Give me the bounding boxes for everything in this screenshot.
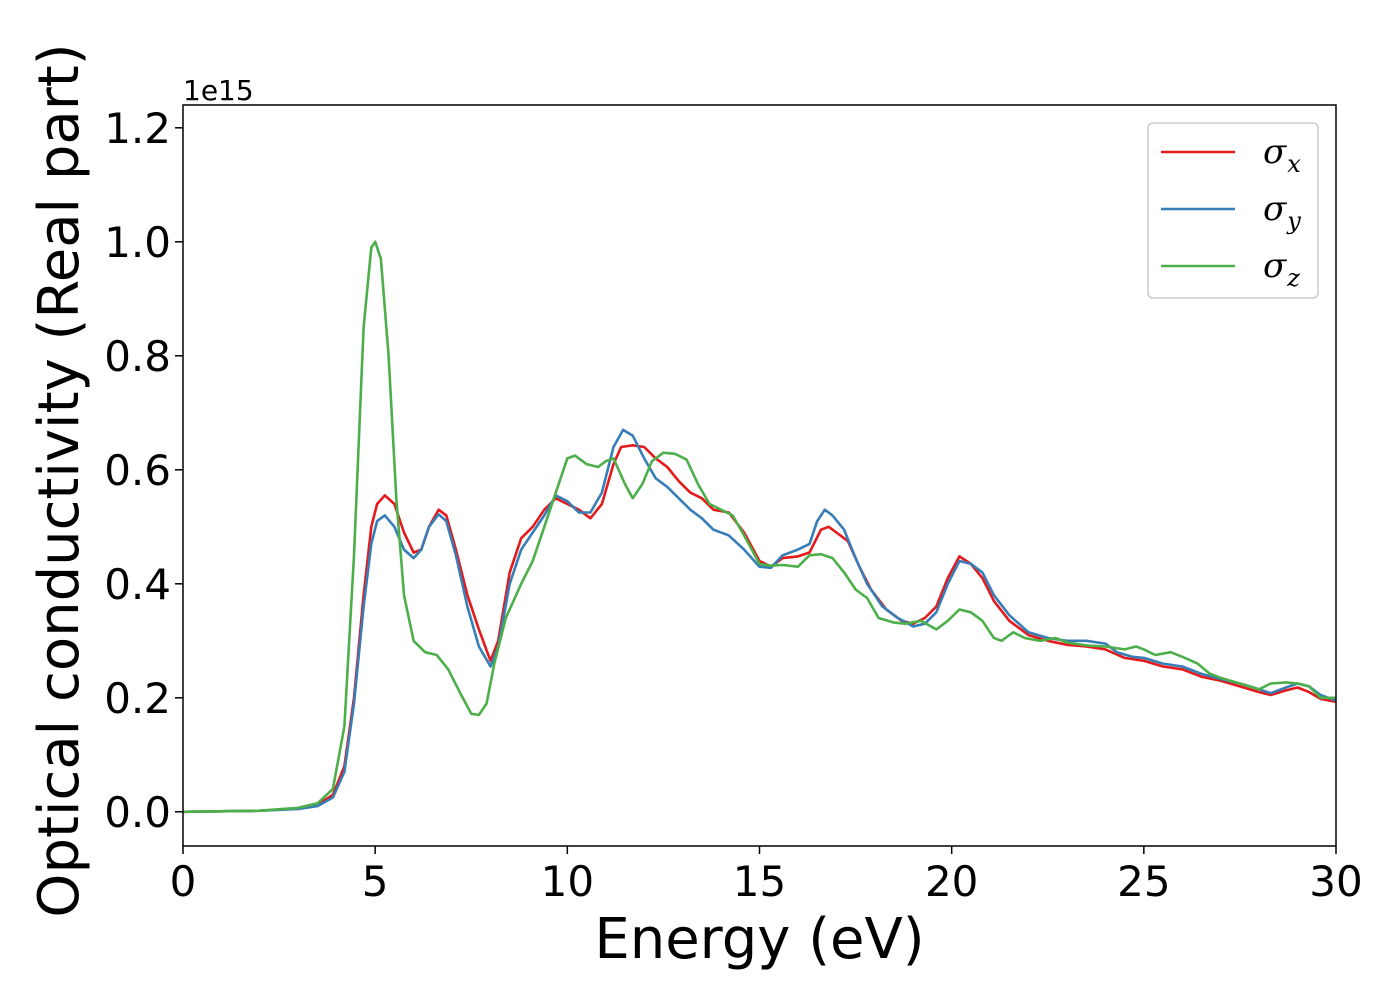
x-tick-label: 25 (1117, 857, 1170, 906)
x-axis-title: Energy (eV) (594, 907, 924, 972)
series-line-z (183, 240, 1336, 814)
legend-label-symbol: σ (1263, 189, 1287, 229)
legend-label-subscript: x (1287, 150, 1301, 178)
legend-label-z: σz (1263, 246, 1300, 292)
y-tick-label: 1.0 (104, 218, 171, 267)
y-tick-label: 0.4 (104, 560, 171, 609)
x-tick-label: 0 (170, 857, 197, 906)
y-tick-label: 0.2 (104, 674, 171, 723)
x-tick-label: 10 (541, 857, 594, 906)
legend-label-subscript: z (1286, 264, 1300, 292)
legend-label-y: σy (1263, 189, 1301, 235)
legend-box (1147, 122, 1319, 299)
legend-label-x: σx (1263, 132, 1301, 178)
y-tick-label: 0.6 (104, 446, 171, 495)
x-axis: 0 5 10 15 20 25 30 (170, 846, 1363, 906)
legend-label-symbol: σ (1263, 246, 1287, 286)
x-tick-label: 5 (362, 857, 389, 906)
x-tick-label: 30 (1309, 857, 1362, 906)
legend-label-symbol: σ (1263, 132, 1287, 172)
y-tick-label: 1.2 (104, 104, 171, 153)
y-offset-label: 1e15 (183, 74, 254, 107)
x-tick-label: 20 (925, 857, 978, 906)
series-line-y (183, 428, 1336, 814)
x-tick-label: 15 (733, 857, 786, 906)
y-tick-label: 0.0 (104, 788, 171, 837)
y-tick-label: 0.8 (104, 332, 171, 381)
y-axis: 0.0 0.2 0.4 0.6 0.8 1.0 1.2 (104, 104, 183, 837)
legend-label-subscript: y (1286, 207, 1301, 235)
y-axis-title: Optical conductivity (Real part) (27, 43, 92, 917)
plot-lines (183, 240, 1336, 814)
